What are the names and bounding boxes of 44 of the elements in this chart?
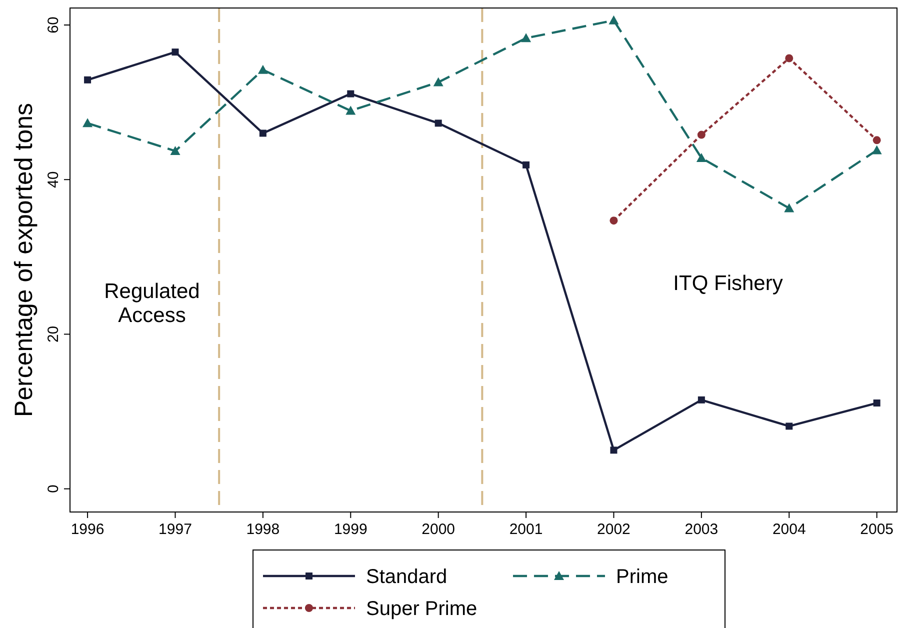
legend-label: Prime [616, 566, 668, 588]
x-tick-label: 2003 [684, 521, 718, 538]
point [610, 446, 618, 454]
point [872, 145, 882, 154]
x-tick-label: 2002 [597, 521, 630, 538]
point [784, 203, 794, 212]
x-tick-label: 1997 [158, 521, 192, 538]
point [82, 118, 93, 128]
y-axis-title: Percentage of exported tons [10, 102, 38, 418]
point [698, 396, 705, 404]
point [697, 130, 706, 139]
x-tick-label: 2004 [772, 521, 806, 538]
legend-label: Super Prime [366, 598, 478, 620]
point [786, 422, 793, 430]
point [610, 216, 618, 225]
x-tick-label: 2005 [860, 521, 894, 538]
point [608, 15, 619, 24]
y-tick-label: 60 [45, 16, 62, 34]
point [172, 48, 179, 56]
point [785, 54, 794, 62]
x-tick-label: 1998 [246, 521, 280, 538]
point [84, 76, 92, 84]
point [347, 90, 354, 98]
point [872, 136, 881, 144]
point [258, 64, 268, 74]
x-tick-label: 2001 [509, 521, 543, 538]
annotation: Regulated Access [104, 280, 200, 327]
y-tick-label: 0 [45, 484, 62, 493]
point [521, 33, 532, 42]
point [170, 146, 180, 156]
y-tick-label: 40 [45, 171, 62, 188]
annotation: ITQ Fishery [673, 272, 784, 295]
point [434, 120, 442, 127]
point [433, 77, 444, 86]
y-tick-label: 20 [45, 326, 62, 343]
point [873, 400, 880, 407]
point [259, 130, 266, 137]
x-tick-label: 2000 [422, 521, 456, 538]
point [346, 106, 356, 115]
x-tick-label: 1996 [70, 521, 104, 538]
point [696, 152, 706, 162]
legend-label: Standard [366, 566, 448, 588]
x-tick-label: 1999 [334, 521, 368, 538]
point [522, 161, 530, 168]
